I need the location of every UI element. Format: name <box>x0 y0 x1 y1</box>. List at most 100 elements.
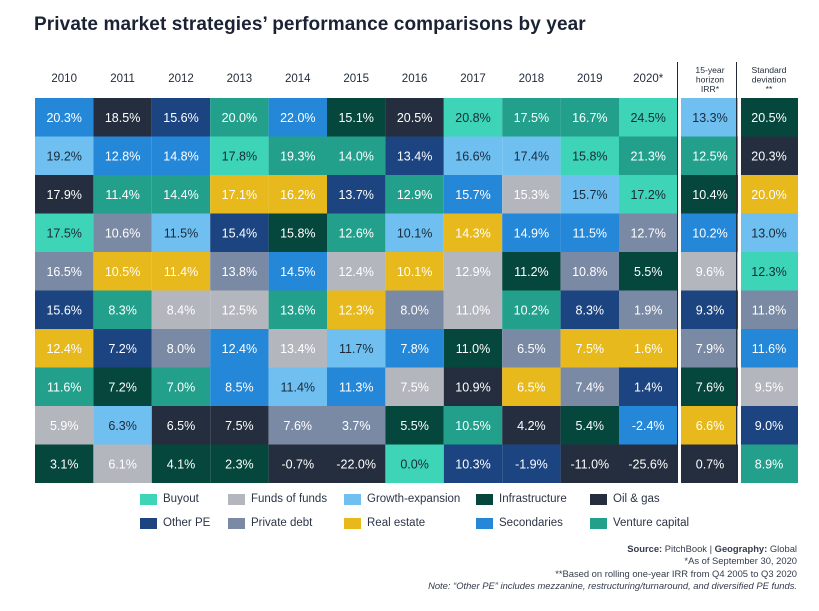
cell-value: 5.4% <box>576 419 605 433</box>
column-header: 2020* <box>633 73 664 85</box>
cell-private-debt <box>268 406 327 445</box>
cell-infrastructure <box>35 444 94 483</box>
cell-buyout <box>35 213 94 252</box>
cell-value: 9.5% <box>755 380 784 394</box>
cell-value: 7.4% <box>576 380 605 394</box>
cell-value: 12.3% <box>338 303 373 317</box>
cell-other-pe <box>619 367 678 406</box>
cell-value: 15.8% <box>572 149 607 163</box>
cell-venture-capital <box>268 290 327 329</box>
cell-buyout <box>385 444 444 483</box>
cell-funds-of-funds <box>502 175 561 214</box>
legend-item: Funds of funds <box>228 493 327 505</box>
cell-value: 10.5% <box>105 265 140 279</box>
cell-private-debt <box>93 213 152 252</box>
cell-value: 22.0% <box>280 111 315 125</box>
cell-private-debt <box>740 290 798 329</box>
cell-value: 7.8% <box>400 342 429 356</box>
cell-value: 0.7% <box>696 457 725 471</box>
cell-value: 20.0% <box>751 188 786 202</box>
cell-value: 15.7% <box>455 188 490 202</box>
cell-venture-capital <box>560 98 619 137</box>
cell-value: 11.0% <box>456 303 491 317</box>
cell-funds-of-funds <box>681 252 739 291</box>
column-header: 2012 <box>168 73 194 85</box>
extra-column-header: 15-year <box>695 65 724 75</box>
column-header: 2017 <box>460 73 486 85</box>
cell-funds-of-funds <box>151 290 211 329</box>
cell-value: 10.1% <box>397 226 432 240</box>
cell-value: 13.8% <box>222 265 257 279</box>
cell-value: 3.1% <box>50 457 79 471</box>
legend: Buyout Funds of funds Growth-expansion Infr… <box>140 493 700 539</box>
chart-title: Private market strategies’ performance c… <box>34 14 586 35</box>
cell-value: 11.0% <box>456 342 491 356</box>
cell-oil-gas <box>210 406 269 445</box>
cell-venture-capital <box>93 290 152 329</box>
cell-real-estate <box>502 367 561 406</box>
extra-column-header: IRR* <box>701 84 720 94</box>
cell-value: 15.4% <box>222 226 257 240</box>
cell-value: 11.6% <box>47 380 82 394</box>
cell-secondaries <box>151 136 211 175</box>
cell-value: 12.5% <box>222 303 257 317</box>
cell-value: 19.2% <box>46 149 81 163</box>
cell-other-pe <box>681 290 739 329</box>
cell-value: 8.5% <box>225 380 254 394</box>
cell-value: 6.6% <box>696 419 725 433</box>
cell-value: 17.5% <box>46 226 81 240</box>
source-value: PitchBook <box>664 543 707 554</box>
column-header: 2013 <box>227 73 253 85</box>
cell-infrastructure <box>93 367 152 406</box>
cell-value: 13.7% <box>338 188 373 202</box>
cell-value: 17.9% <box>46 188 81 202</box>
geography-label: Geography: <box>714 543 768 554</box>
cell-value: -11.0% <box>570 457 609 471</box>
cell-value: 11.4% <box>164 265 199 279</box>
cell-secondaries <box>385 329 444 368</box>
column-header: 2011 <box>110 73 135 85</box>
cell-value: 20.5% <box>397 111 432 125</box>
cell-value: 5.9% <box>50 419 79 433</box>
cell-value: 17.1% <box>222 188 257 202</box>
cell-real-estate <box>35 329 94 368</box>
cell-other-pe <box>93 329 152 368</box>
cell-value: 8.0% <box>167 342 196 356</box>
cell-value: 8.9% <box>755 457 784 471</box>
cell-value: 12.3% <box>751 265 786 279</box>
cell-venture-capital <box>327 213 386 252</box>
cell-value: 17.2% <box>630 188 665 202</box>
source-line: Source: PitchBook | Geography: Global <box>428 543 797 555</box>
cell-value: 12.7% <box>630 226 665 240</box>
cell-funds-of-funds <box>268 329 327 368</box>
cell-value: 10.5% <box>455 419 490 433</box>
legend-swatch <box>228 493 245 505</box>
cell-value: 6.5% <box>517 380 546 394</box>
cell-other-pe <box>502 444 561 483</box>
cell-value: 1.4% <box>634 380 663 394</box>
cell-real-estate <box>681 406 739 445</box>
cell-value: 7.5% <box>576 342 605 356</box>
cell-value: 7.2% <box>108 342 137 356</box>
cell-value: 11.5% <box>164 226 199 240</box>
cell-secondaries <box>740 329 798 368</box>
cell-value: 16.5% <box>46 265 81 279</box>
cell-value: -1.9% <box>515 457 548 471</box>
source-label: Source: <box>627 543 663 554</box>
cell-value: 11.6% <box>752 342 787 356</box>
extra-column-header: ** <box>766 84 773 94</box>
cell-venture-capital <box>740 444 798 483</box>
cell-value: 13.6% <box>280 303 315 317</box>
cell-private-debt <box>619 290 678 329</box>
cell-private-debt <box>35 252 94 291</box>
cell-growth-expansion <box>327 329 386 368</box>
cell-oil-gas <box>268 444 327 483</box>
cell-value: 7.6% <box>696 380 725 394</box>
separator: | <box>707 543 715 554</box>
cell-value: 12.8% <box>105 149 140 163</box>
cell-venture-capital <box>210 98 269 137</box>
legend-label: Infrastructure <box>499 493 567 505</box>
cell-infrastructure <box>560 406 619 445</box>
cell-value: 5.5% <box>634 265 663 279</box>
cell-value: 11.4% <box>281 380 316 394</box>
